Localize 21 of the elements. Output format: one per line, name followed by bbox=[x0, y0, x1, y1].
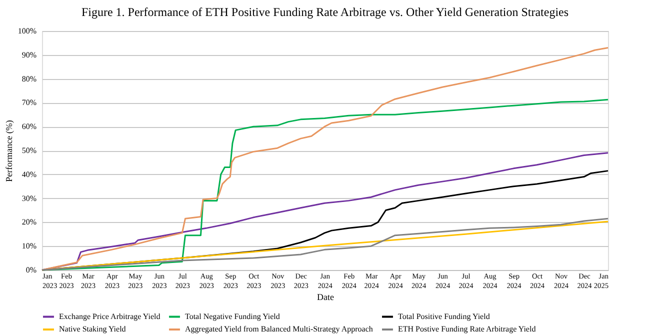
y-tick-label: 40% bbox=[22, 170, 37, 179]
y-tick-label: 30% bbox=[22, 194, 37, 203]
y-tick-label: 10% bbox=[22, 242, 37, 251]
legend-label: Aggregated Yield from Balanced Multi-Strategy Approach bbox=[185, 324, 373, 334]
chart-title: Figure 1. Performance of ETH Positive Funding Rate Arbitrage vs. Other Yield Generation Strategies bbox=[81, 5, 569, 19]
legend-label: Total Positive Funding Yield bbox=[398, 312, 490, 321]
y-tick-label: 100% bbox=[18, 26, 37, 36]
y-tick-label: 0% bbox=[26, 266, 37, 274]
y-tick-label: 50% bbox=[22, 146, 37, 155]
line-series bbox=[41, 46, 609, 271]
legend-label: ETH Postive Funding Rate Arbitrage Yield bbox=[398, 324, 536, 334]
y-axis-title: Performance (%) bbox=[4, 120, 14, 182]
legend-label: Native Staking Yield bbox=[59, 324, 126, 334]
x-axis-title: Date bbox=[317, 292, 334, 302]
y-tick-label: 20% bbox=[22, 218, 37, 227]
legend-label: Exchange Price Arbitrage Yield bbox=[59, 312, 160, 321]
legend-label: Total Negative Funding Yield bbox=[185, 312, 280, 321]
y-tick-label: 70% bbox=[22, 98, 37, 108]
y-tick-label: 80% bbox=[22, 74, 37, 84]
y-tick-label: 60% bbox=[22, 122, 37, 132]
y-tick-label: 90% bbox=[22, 50, 37, 60]
